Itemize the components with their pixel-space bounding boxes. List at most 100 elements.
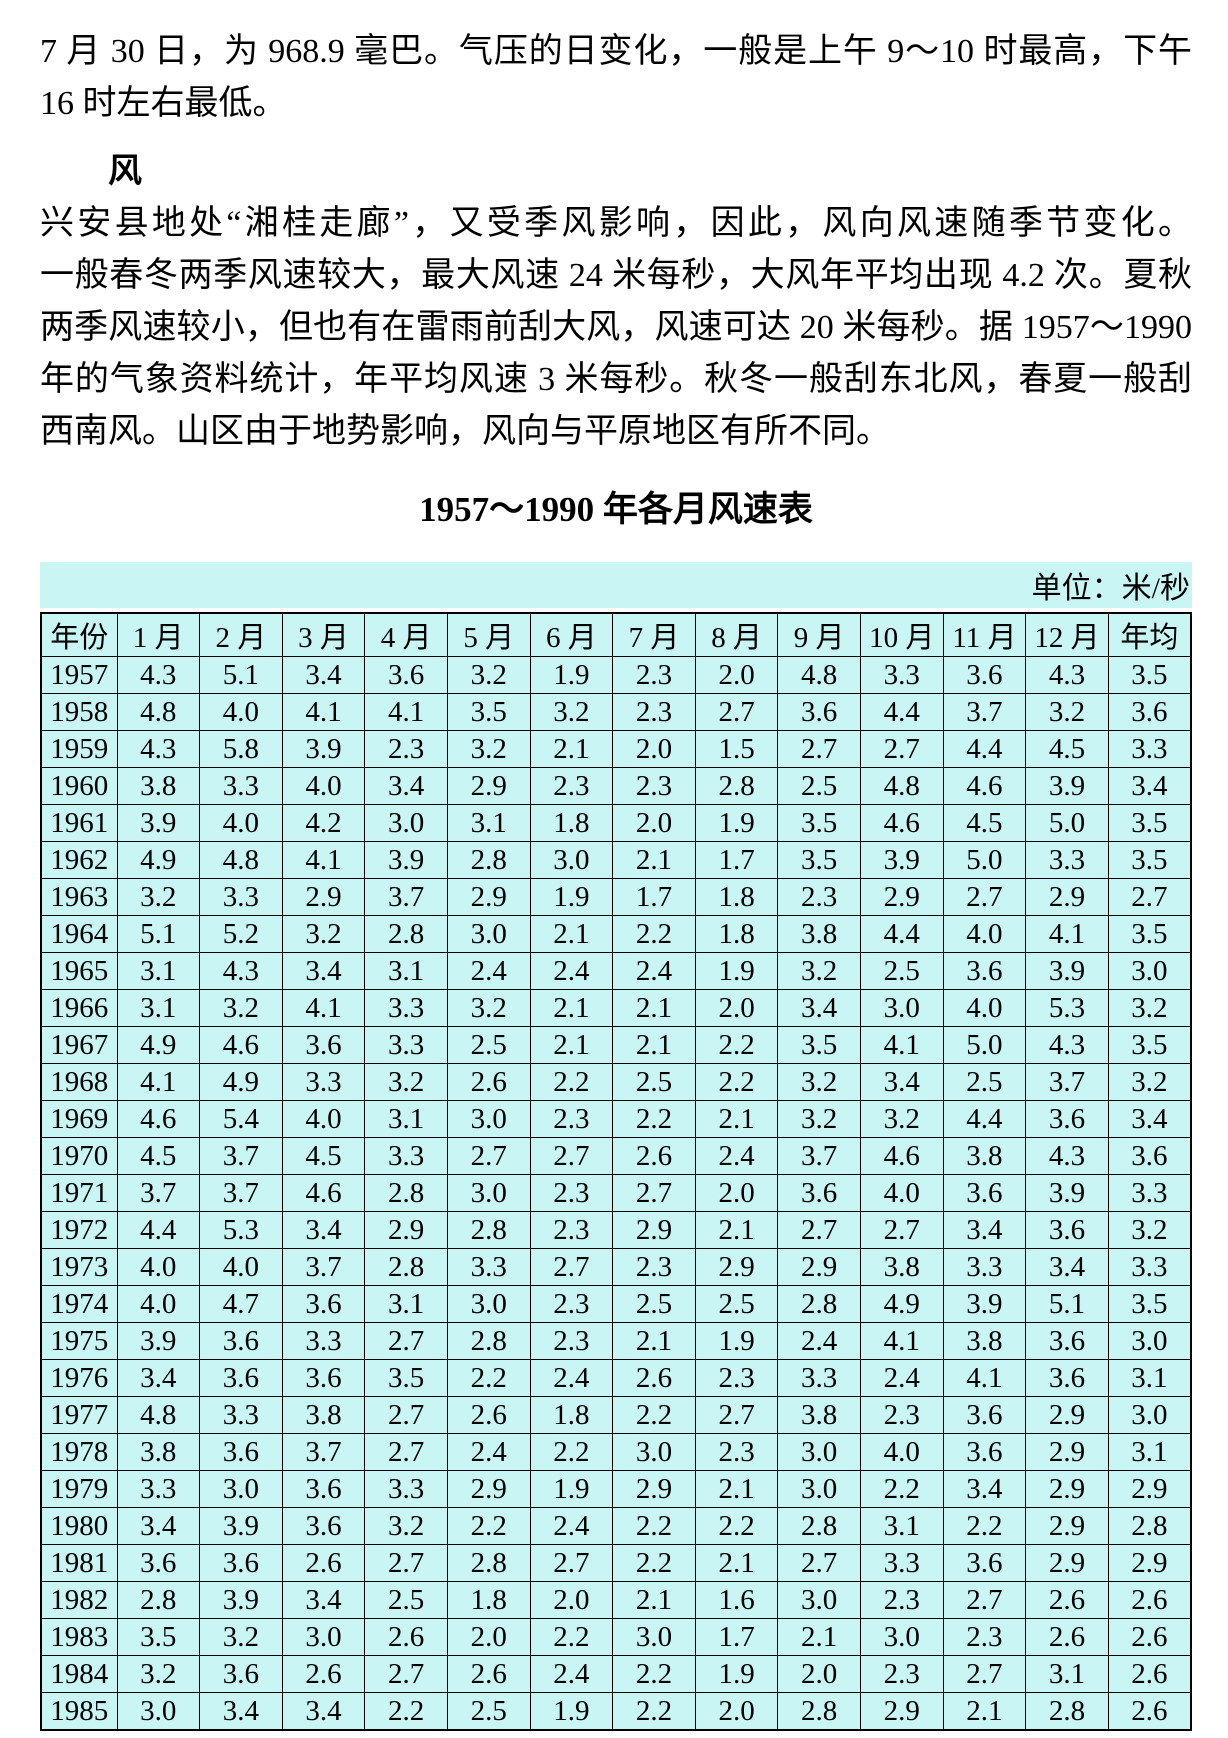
value-cell: 4.0 xyxy=(199,693,283,731)
value-cell: 3.8 xyxy=(777,915,861,953)
value-cell: 2.5 xyxy=(942,1063,1027,1101)
value-cell: 4.3 xyxy=(116,730,201,768)
value-cell: 2.8 xyxy=(777,1507,861,1545)
value-cell: 3.5 xyxy=(777,804,861,842)
value-cell: 3.6 xyxy=(281,1507,366,1545)
value-cell: 2.4 xyxy=(529,1507,614,1545)
value-cell: 3.0 xyxy=(529,841,614,879)
value-cell: 3.6 xyxy=(1025,1322,1109,1360)
table-row: 1980 3.4 3.9 3.6 3.2 2.2 2.4 2.2 2.2 2.8 3.1 2.2 2.9… xyxy=(40,1507,1192,1545)
table-row: 1985 3.0 3.4 3.4 2.2 2.5 1.9 2.2 2.0 2.8 2.9 2.1 2.8… xyxy=(40,1692,1192,1731)
value-cell: 3.8 xyxy=(942,1137,1027,1175)
value-cell: 2.7 xyxy=(364,1396,448,1434)
pressure-paragraph: 7 月 30 日，为 968.9 毫巴。气压的日变化，一般是上午 9～10 时最… xyxy=(40,26,1192,130)
value-cell: 3.0 xyxy=(1107,1322,1192,1360)
year-cell: 1964 xyxy=(40,915,118,953)
value-cell: 2.6 xyxy=(1107,1692,1192,1731)
value-cell: 3.3 xyxy=(364,1026,448,1064)
value-cell: 2.0 xyxy=(612,804,696,842)
value-cell: 3.2 xyxy=(1107,1211,1192,1249)
value-cell: 2.7 xyxy=(859,1211,944,1249)
value-cell: 4.0 xyxy=(116,1248,201,1286)
value-cell: 2.1 xyxy=(777,1618,861,1656)
value-cell: 2.8 xyxy=(777,1692,861,1731)
table-row: 1977 4.8 3.3 3.8 2.7 2.6 1.8 2.2 2.7 3.8 2.3 3.6 2.9… xyxy=(40,1396,1192,1434)
value-cell: 4.2 xyxy=(281,804,366,842)
value-cell: 3.4 xyxy=(116,1507,201,1545)
value-cell: 2.2 xyxy=(364,1692,448,1731)
value-cell: 2.2 xyxy=(529,1618,614,1656)
value-cell: 3.9 xyxy=(1025,767,1109,805)
value-cell: 3.3 xyxy=(199,767,283,805)
table-row: 1971 3.7 3.7 4.6 2.8 3.0 2.3 2.7 2.0 3.6 4.0 3.6 3.9… xyxy=(40,1174,1192,1212)
value-cell: 2.5 xyxy=(612,1285,696,1323)
value-cell: 3.1 xyxy=(1107,1359,1192,1397)
value-cell: 3.2 xyxy=(777,1063,861,1101)
value-cell: 4.1 xyxy=(281,989,366,1027)
value-cell: 2.1 xyxy=(694,1100,779,1138)
text-line: 兴安县地处“湘桂走廊”，又受季风影响，因此，风向风速随季节变化。 xyxy=(40,205,1192,242)
value-cell: 2.4 xyxy=(612,952,696,990)
value-cell: 1.9 xyxy=(694,952,779,990)
column-header: 2 月 xyxy=(199,612,283,657)
value-cell: 2.7 xyxy=(694,693,779,731)
value-cell: 3.3 xyxy=(199,1396,283,1434)
value-cell: 2.1 xyxy=(694,1470,779,1508)
value-cell: 2.8 xyxy=(364,1174,448,1212)
value-cell: 2.2 xyxy=(942,1507,1027,1545)
value-cell: 2.1 xyxy=(612,989,696,1027)
value-cell: 2.0 xyxy=(446,1618,531,1656)
table-row: 1968 4.1 4.9 3.3 3.2 2.6 2.2 2.5 2.2 3.2 3.4 2.5 3.7… xyxy=(40,1063,1192,1101)
value-cell: 3.7 xyxy=(281,1248,366,1286)
value-cell: 3.6 xyxy=(942,1433,1027,1471)
value-cell: 3.5 xyxy=(1107,656,1192,694)
table-row: 1979 3.3 3.0 3.6 3.3 2.9 1.9 2.9 2.1 3.0 2.2 3.4 2.9… xyxy=(40,1470,1192,1508)
value-cell: 2.5 xyxy=(364,1581,448,1619)
value-cell: 3.7 xyxy=(281,1433,366,1471)
value-cell: 3.6 xyxy=(1107,1137,1192,1175)
value-cell: 2.1 xyxy=(612,1581,696,1619)
value-cell: 4.1 xyxy=(859,1322,944,1360)
value-cell: 2.4 xyxy=(529,1655,614,1693)
value-cell: 2.5 xyxy=(446,1692,531,1731)
value-cell: 3.6 xyxy=(1025,1211,1109,1249)
value-cell: 3.6 xyxy=(281,1470,366,1508)
value-cell: 4.5 xyxy=(281,1137,366,1175)
value-cell: 1.8 xyxy=(529,804,614,842)
value-cell: 2.3 xyxy=(694,1433,779,1471)
value-cell: 4.9 xyxy=(116,1026,201,1064)
value-cell: 3.2 xyxy=(364,1063,448,1101)
value-cell: 3.0 xyxy=(446,1174,531,1212)
value-cell: 4.0 xyxy=(199,1248,283,1286)
value-cell: 1.8 xyxy=(694,915,779,953)
value-cell: 3.4 xyxy=(942,1211,1027,1249)
value-cell: 3.2 xyxy=(1107,1063,1192,1101)
column-header: 10 月 xyxy=(859,612,944,657)
value-cell: 4.0 xyxy=(116,1285,201,1323)
value-cell: 3.6 xyxy=(942,952,1027,990)
value-cell: 3.5 xyxy=(446,693,531,731)
value-cell: 2.9 xyxy=(1025,1507,1109,1545)
value-cell: 3.1 xyxy=(364,1285,448,1323)
value-cell: 2.1 xyxy=(529,915,614,953)
value-cell: 3.2 xyxy=(529,693,614,731)
value-cell: 3.6 xyxy=(199,1655,283,1693)
value-cell: 3.0 xyxy=(364,804,448,842)
value-cell: 3.0 xyxy=(777,1581,861,1619)
value-cell: 4.9 xyxy=(199,1063,283,1101)
value-cell: 2.2 xyxy=(694,1063,779,1101)
table-row: 1963 3.2 3.3 2.9 3.7 2.9 1.9 1.7 1.8 2.3 2.9 2.7 2.9… xyxy=(40,878,1192,916)
value-cell: 3.5 xyxy=(116,1618,201,1656)
value-cell: 3.9 xyxy=(859,841,944,879)
table-body: 1957 4.3 5.1 3.4 3.6 3.2 1.9 2.3 2.0 4.8 3.3 3.6 4.3… xyxy=(40,656,1192,1731)
value-cell: 2.3 xyxy=(529,1211,614,1249)
value-cell: 3.6 xyxy=(942,1544,1027,1582)
value-cell: 3.4 xyxy=(281,656,366,694)
value-cell: 2.3 xyxy=(612,693,696,731)
value-cell: 3.5 xyxy=(777,1026,861,1064)
value-cell: 1.9 xyxy=(694,1655,779,1693)
value-cell: 2.6 xyxy=(281,1544,366,1582)
